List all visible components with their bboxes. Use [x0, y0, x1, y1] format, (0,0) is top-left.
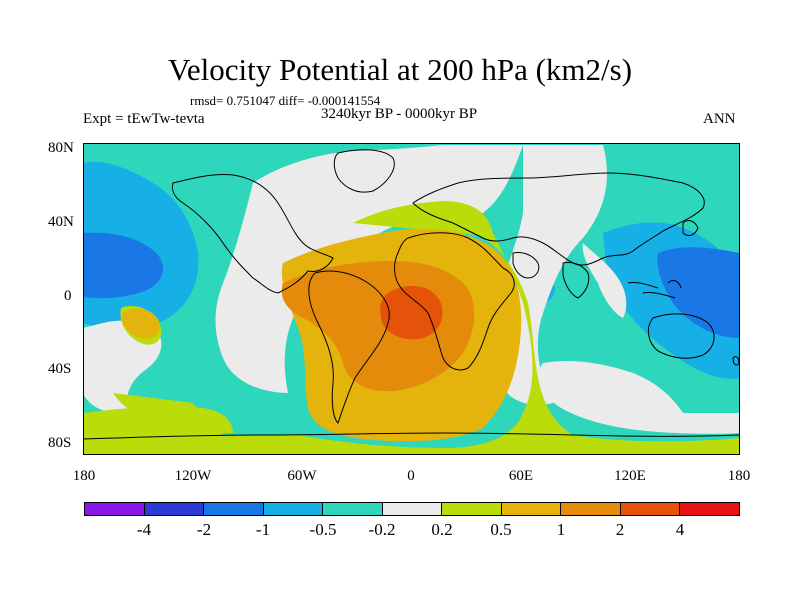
field-east-neutral	[493, 145, 607, 405]
colorbar	[84, 502, 740, 516]
colorbar-seg	[442, 503, 502, 515]
lon-label-120e: 120E	[614, 468, 646, 484]
lat-label-0: 0	[64, 288, 72, 304]
colorbar-seg	[382, 503, 443, 515]
field-africa-red-orange	[380, 286, 443, 340]
lon-label-180w: 180	[72, 468, 96, 484]
stats-text: rmsd= 0.751047 diff= -0.000141554	[190, 93, 381, 108]
coastlines	[83, 149, 740, 440]
colorbar-label: -0.2	[368, 520, 396, 539]
field-pacific-gold	[122, 308, 160, 339]
field-southern-yellow-green	[83, 406, 233, 438]
coast-india	[562, 262, 590, 299]
colorbar-label: -1	[255, 520, 271, 539]
coast-north-america	[172, 174, 334, 294]
coast-eurasia	[412, 172, 705, 266]
field-east-strong-blue	[657, 247, 740, 338]
colorbar-label: -4	[136, 520, 152, 539]
lon-label-120w: 120W	[174, 468, 212, 484]
coast-south-america	[308, 270, 390, 424]
colorbar-seg	[323, 503, 383, 515]
coast-indonesia	[627, 280, 682, 299]
lon-label-60e: 60E	[508, 468, 534, 484]
colorbar-label: 2	[615, 520, 625, 539]
coast-australia	[647, 313, 715, 359]
field-south-indian-neutral	[538, 361, 740, 434]
lat-label-40n: 40N	[48, 214, 74, 230]
coast-arabia	[512, 252, 540, 279]
colorbar-label: 4	[675, 520, 685, 539]
colorbar-label: 0.5	[490, 520, 512, 539]
colorbar-label: 0.2	[431, 520, 453, 539]
lon-label-60w: 60W	[287, 468, 317, 484]
colorbar-label: -0.5	[309, 520, 337, 539]
field-pacific-neutral	[83, 320, 162, 414]
colorbar-seg	[501, 503, 562, 515]
field-pacific-strong-blue	[83, 232, 164, 299]
lat-label-80n: 80N	[48, 140, 74, 156]
colorbar-seg	[263, 503, 324, 515]
colorbar-label: -2	[196, 520, 212, 539]
lon-label-0: 0	[407, 468, 415, 484]
map-frame	[83, 143, 740, 455]
coast-greenland	[333, 149, 395, 193]
velocity-potential-map	[83, 143, 740, 455]
lat-label-40s: 40S	[48, 361, 72, 377]
colorbar-seg	[680, 503, 740, 515]
colorbar-seg	[620, 503, 681, 515]
lon-label-180e: 180	[727, 468, 751, 484]
lat-label-80s: 80S	[48, 435, 72, 451]
colorbar-seg	[85, 503, 145, 515]
coast-africa	[394, 232, 515, 371]
colorbar-seg	[561, 503, 621, 515]
coast-japan	[682, 220, 699, 236]
coast-antarctica	[83, 432, 740, 440]
colorbar-seg	[204, 503, 264, 515]
experiment-label: Expt = tEwTw-tevta	[83, 111, 205, 127]
season-label: ANN	[703, 111, 736, 127]
period-label: 3240kyr BP - 0000kyr BP	[321, 106, 478, 122]
colorbar-seg	[144, 503, 205, 515]
colorbar-label: 1	[556, 520, 566, 539]
map-title: Velocity Potential at 200 hPa (km2/s)	[167, 52, 633, 87]
field-northwest-neutral	[582, 243, 627, 318]
